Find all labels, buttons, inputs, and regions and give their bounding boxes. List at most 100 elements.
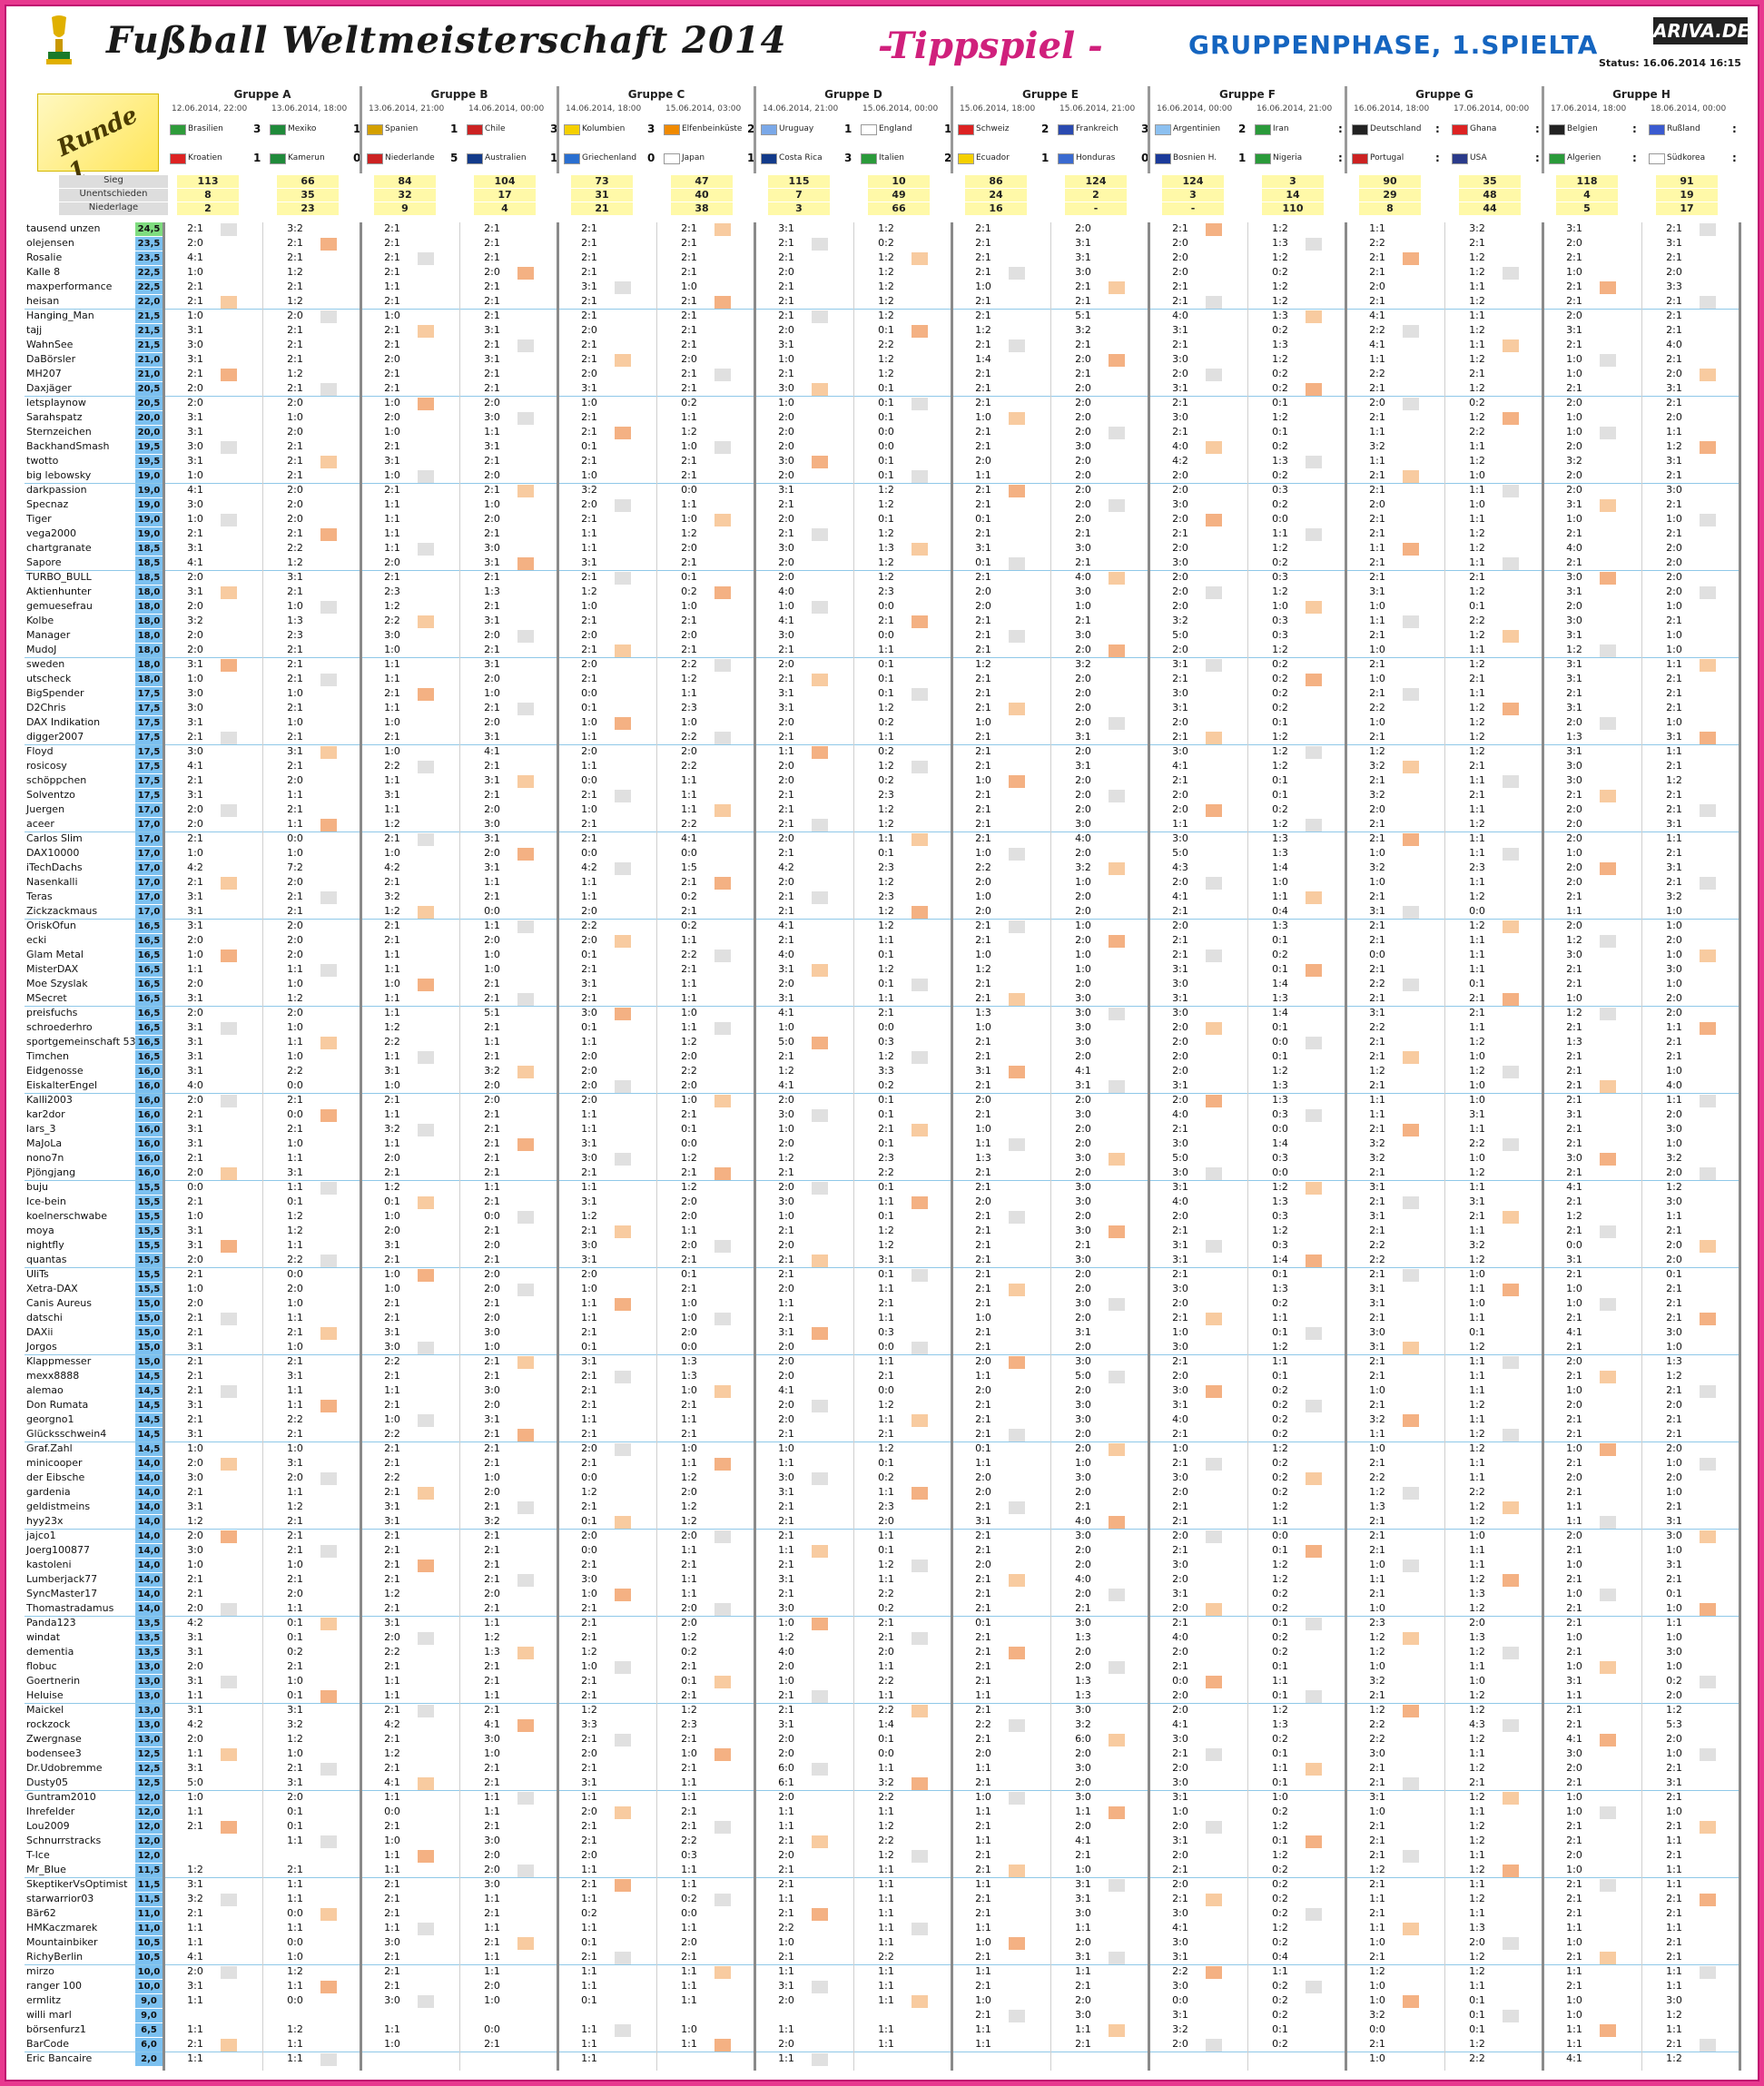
tip-cell[interactable]: 2:1 [975, 1254, 991, 1265]
tip-cell[interactable]: 0:1 [1272, 1050, 1288, 1062]
tip-cell[interactable]: 3:0 [1566, 760, 1582, 772]
tip-cell[interactable]: 1:1 [681, 803, 697, 815]
player-row[interactable]: Rosalie 23,5 4:1 2:1 2:1 2:1 2:1 2:1 2:1 1:2 2:1 3:… [6, 251, 1758, 266]
tip-cell[interactable]: 3:0 [1172, 353, 1188, 365]
tip-cell[interactable]: 1:0 [484, 498, 500, 510]
tip-cell[interactable]: 1:1 [878, 934, 894, 946]
player-row[interactable]: DAX10000 17,0 1:0 1:0 1:0 2:0 0:0 0:0 2:1 0:1 1:0 2… [6, 847, 1758, 861]
player-row[interactable]: D2Chris 17,5 3:0 2:1 1:1 2:1 0:1 2:3 3:1 1:2 2:1 2:… [6, 702, 1758, 716]
tip-cell[interactable]: 1:1 [1075, 2023, 1091, 2035]
tip-cell[interactable]: 1:2 [681, 1501, 697, 1512]
tip-cell[interactable]: 0:2 [1272, 1602, 1288, 1614]
tip-cell[interactable]: 2:1 [975, 1181, 991, 1193]
tip-cell[interactable]: 2:0 [1172, 1704, 1188, 1716]
tip-cell[interactable]: 2:1 [1369, 1457, 1385, 1469]
tip-cell[interactable]: 3:0 [1172, 1936, 1188, 1948]
tip-cell[interactable]: 2:1 [484, 455, 500, 467]
tip-cell[interactable]: 2:0 [1172, 585, 1188, 597]
tip-cell[interactable]: 0:2 [581, 1907, 597, 1919]
tip-cell[interactable]: 3:2 [1075, 324, 1091, 336]
tip-cell[interactable]: 2:1 [384, 1660, 400, 1672]
tip-cell[interactable]: 2:1 [1666, 310, 1682, 321]
tip-cell[interactable]: 2:0 [778, 1849, 794, 1861]
tip-cell[interactable]: 0:0 [484, 1210, 500, 1222]
tip-cell[interactable]: 1:1 [1566, 1922, 1582, 1933]
tip-cell[interactable]: 2:0 [1172, 876, 1188, 888]
player-name[interactable]: tausend unzen [26, 222, 101, 234]
tip-cell[interactable]: 2:1 [287, 455, 303, 467]
tip-cell[interactable]: 1:1 [681, 498, 697, 510]
tip-cell[interactable]: 1:5 [681, 861, 697, 873]
tip-cell[interactable]: 1:2 [1566, 934, 1582, 946]
tip-cell[interactable]: 1:2 [1469, 1689, 1485, 1701]
tip-cell[interactable]: 2:1 [681, 1689, 697, 1701]
tip-cell[interactable]: 3:1 [187, 1878, 203, 1890]
tip-cell[interactable]: 1:0 [1369, 600, 1385, 612]
tip-cell[interactable]: 2:2 [287, 1413, 303, 1425]
tip-cell[interactable]: 2:1 [778, 237, 794, 249]
tip-cell[interactable]: 0:0 [1369, 2023, 1385, 2035]
tip-cell[interactable]: 2:1 [484, 1544, 500, 1556]
tip-cell[interactable]: 1:1 [681, 789, 697, 801]
tip-cell[interactable]: 0:1 [1469, 1994, 1485, 2006]
tip-cell[interactable]: 2:1 [1369, 251, 1385, 263]
tip-cell[interactable]: 3:0 [778, 542, 794, 554]
tip-cell[interactable]: 2:0 [778, 1370, 794, 1382]
player-name[interactable]: windat [26, 1631, 61, 1643]
tip-cell[interactable]: 0:1 [581, 1021, 597, 1033]
player-row[interactable]: Maickel 13,0 3:1 3:1 2:1 2:1 1:2 1:2 2:1 2:2 2:1 3:… [6, 1704, 1758, 1718]
tip-cell[interactable]: 2:1 [1172, 1515, 1188, 1527]
tip-cell[interactable]: 2:1 [384, 1312, 400, 1323]
tip-cell[interactable]: 1:1 [581, 1108, 597, 1120]
tip-cell[interactable]: 1:1 [878, 1573, 894, 1585]
tip-cell[interactable]: 3:1 [581, 280, 597, 292]
tip-cell[interactable]: 2:1 [975, 629, 991, 641]
tip-cell[interactable]: 2:1 [484, 978, 500, 989]
tip-cell[interactable]: 2:1 [1566, 1370, 1582, 1382]
tip-cell[interactable]: 1:2 [1469, 702, 1485, 713]
tip-cell[interactable]: 2:1 [1666, 1036, 1682, 1048]
tip-cell[interactable]: 0:0 [581, 847, 597, 859]
tip-cell[interactable]: 2:0 [1469, 1936, 1485, 1948]
tip-cell[interactable]: 3:0 [1075, 1704, 1091, 1716]
tip-cell[interactable]: 0:0 [287, 1936, 303, 1948]
tip-cell[interactable]: 1:3 [1075, 1689, 1091, 1701]
tip-cell[interactable]: 1:0 [187, 673, 203, 684]
tip-cell[interactable]: 2:1 [975, 1108, 991, 1120]
tip-cell[interactable]: 3:1 [778, 687, 794, 699]
tip-cell[interactable]: 3:1 [484, 615, 500, 626]
tip-cell[interactable]: 2:0 [1666, 1399, 1682, 1411]
tip-cell[interactable]: 2:0 [1075, 1646, 1091, 1658]
tip-cell[interactable]: 2:1 [384, 1254, 400, 1265]
tip-cell[interactable]: 2:1 [975, 2009, 991, 2021]
player-row[interactable]: gemuesefrau 18,0 2:0 1:0 1:2 2:1 1:0 1:0 1:0 0:0 2… [6, 600, 1758, 615]
player-name[interactable]: Moe Szyslak [26, 978, 88, 989]
tip-cell[interactable]: 1:2 [1369, 1965, 1385, 1977]
tip-cell[interactable]: 3:1 [1369, 1007, 1385, 1018]
tip-cell[interactable]: 3:1 [1666, 455, 1682, 467]
tip-cell[interactable]: 1:1 [975, 1689, 991, 1701]
player-row[interactable]: georgno1 14,5 2:1 2:2 1:0 3:1 1:1 1:1 2:0 1:1 2:1 3… [6, 1413, 1758, 1428]
tip-cell[interactable]: 2:0 [778, 1994, 794, 2006]
tip-cell[interactable]: 0:1 [1469, 2023, 1485, 2035]
tip-cell[interactable]: 2:1 [1566, 339, 1582, 350]
tip-cell[interactable]: 0:3 [681, 1849, 697, 1861]
tip-cell[interactable]: 2:0 [187, 803, 203, 815]
player-name[interactable]: Zickzackmaus [26, 905, 98, 917]
tip-cell[interactable]: 2:0 [681, 629, 697, 641]
tip-cell[interactable]: 6:0 [1075, 1733, 1091, 1745]
tip-cell[interactable]: 2:1 [1666, 760, 1682, 772]
tip-cell[interactable]: 1:0 [681, 440, 697, 452]
tip-cell[interactable]: 0:0 [681, 1341, 697, 1353]
tip-cell[interactable]: 2:1 [484, 295, 500, 307]
tip-cell[interactable]: 1:0 [484, 687, 500, 699]
tip-cell[interactable]: 1:1 [1469, 1413, 1485, 1425]
tip-cell[interactable]: 1:2 [681, 1631, 697, 1643]
tip-cell[interactable]: 2:1 [778, 1225, 794, 1236]
tip-cell[interactable]: 2:0 [1566, 920, 1582, 931]
tip-cell[interactable]: 3:1 [1666, 1776, 1682, 1788]
tip-cell[interactable]: 1:2 [1369, 1631, 1385, 1643]
tip-cell[interactable]: 2:1 [287, 339, 303, 350]
tip-cell[interactable]: 2:1 [1469, 789, 1485, 801]
tip-cell[interactable]: 2:0 [287, 774, 303, 786]
